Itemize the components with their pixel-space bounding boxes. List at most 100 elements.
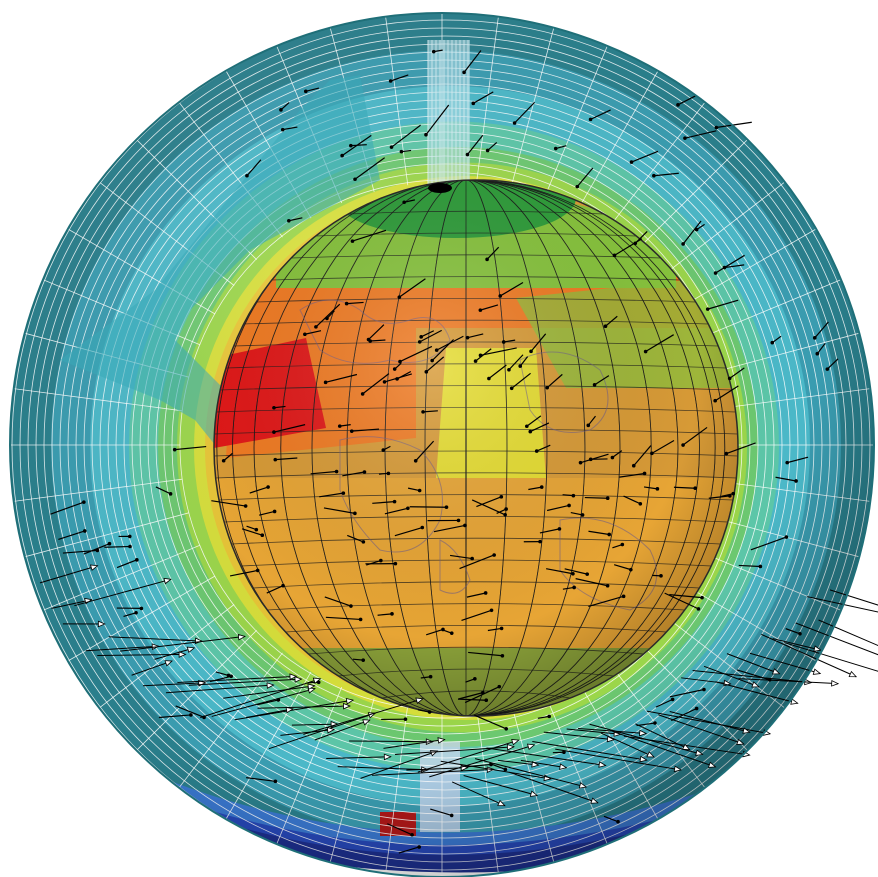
vector-tail-dot <box>361 540 366 544</box>
vector-tail-dot <box>492 553 496 557</box>
velocity-vector <box>775 476 797 482</box>
velocity-vector <box>570 511 583 516</box>
bottom-vector <box>749 652 821 675</box>
velocity-vector <box>726 442 756 455</box>
velocity-vector <box>633 445 652 467</box>
bottom-vector-head <box>813 645 822 652</box>
vector-tail-dot <box>770 340 775 345</box>
bottom-vector-head <box>598 761 607 768</box>
vector-tail-dot <box>585 572 589 576</box>
vector-tail-dot <box>504 726 509 731</box>
bottom-vector <box>120 635 246 652</box>
velocity-vector <box>614 238 643 256</box>
bottom-vector <box>543 731 615 741</box>
vector-tail-dot <box>424 370 429 374</box>
velocity-vector <box>391 124 421 148</box>
vector-tail-dot <box>696 607 701 611</box>
velocity-vector <box>476 496 502 508</box>
bottom-vector <box>600 732 655 758</box>
bottom-vector-head <box>326 726 336 734</box>
velocity-vector <box>315 303 341 328</box>
vector-tail-dot <box>629 160 634 164</box>
vector-tail-dot <box>518 364 523 368</box>
vector-tail-dot <box>670 697 675 702</box>
velocity-vector <box>467 333 484 339</box>
bottom-vector <box>383 738 445 749</box>
vector-tail-dot <box>612 253 617 258</box>
vector-tail-dot <box>659 574 663 578</box>
velocity-vector <box>305 87 320 92</box>
vector-tail-dot <box>653 721 657 725</box>
vector-tail-dot <box>586 423 591 428</box>
vector-tail-dot <box>529 349 533 354</box>
vector-tail-dot <box>434 348 439 352</box>
bottom-vector-head <box>343 702 351 710</box>
velocity-vector <box>407 487 420 492</box>
vector-tail-dot <box>279 108 283 112</box>
vector-tail-dot <box>483 591 488 595</box>
bottom-vector-head <box>345 697 355 705</box>
vector-tail-dot <box>389 145 394 149</box>
velocity-vector <box>325 373 358 383</box>
vector-tail-dot <box>417 488 422 493</box>
vector-tail-dot <box>553 146 558 151</box>
vector-tail-dot <box>499 495 504 499</box>
velocity-vector <box>729 367 745 379</box>
velocity-vector <box>158 714 191 719</box>
velocity-vector <box>576 167 594 188</box>
vector-tail-dot <box>243 504 248 508</box>
vector-tail-dot <box>441 627 445 632</box>
bottom-vector-head <box>312 677 322 685</box>
velocity-vector <box>528 486 542 491</box>
vector-tail-dot <box>362 470 367 474</box>
bottom-vector <box>177 675 297 683</box>
bottom-vector <box>154 647 195 660</box>
bottom-vector <box>314 719 370 741</box>
bottom-vector <box>566 728 621 735</box>
bottom-vector-head <box>511 739 520 746</box>
bottom-vector-head <box>497 799 506 807</box>
velocity-vector <box>319 492 344 498</box>
bottom-vector <box>681 677 731 685</box>
vector-tail-dot <box>402 200 406 205</box>
vector-tail-dot <box>353 177 357 182</box>
velocity-vector <box>366 560 382 566</box>
vector-tail-dot <box>128 544 132 549</box>
velocity-vector <box>785 628 801 635</box>
velocity-vector <box>396 370 412 380</box>
vector-tail-dot <box>397 295 402 299</box>
vector-tail-dot <box>588 117 593 122</box>
bottom-vector <box>532 740 647 761</box>
velocity-vector <box>671 707 697 722</box>
vector-tail-dot <box>501 340 506 344</box>
vector-tail-dot <box>406 506 410 511</box>
vector-tail-dot <box>785 460 790 465</box>
velocity-vector <box>771 335 782 344</box>
vector-tail-dot <box>272 509 277 514</box>
bottom-vector-head <box>163 577 172 585</box>
velocity-vector <box>673 486 696 489</box>
cutout-wall <box>60 75 380 445</box>
velocity-vector <box>464 686 500 704</box>
vector-tail-dot <box>386 471 391 476</box>
velocity-vector <box>310 470 337 475</box>
vector-tail-dot <box>189 713 193 717</box>
bottom-vector-head <box>695 749 704 756</box>
vector-tail-dot <box>349 604 353 608</box>
velocity-vector <box>587 415 596 426</box>
vector-tail-dot <box>260 533 265 538</box>
bottom-vector <box>715 681 798 704</box>
bottom-vector-head <box>285 706 294 714</box>
vector-tail-dot <box>592 383 597 387</box>
vector-tail-dot <box>694 706 699 711</box>
vector-tail-dot <box>485 257 489 262</box>
pole-dot <box>428 183 452 193</box>
velocity-vector <box>636 722 656 727</box>
velocity-vector <box>347 534 364 543</box>
vector-tail-dot <box>314 325 318 329</box>
bottom-vector <box>131 660 173 676</box>
vector-tail-dot <box>605 583 610 588</box>
vector-tail-dot <box>485 148 490 153</box>
velocity-vector <box>643 486 658 490</box>
